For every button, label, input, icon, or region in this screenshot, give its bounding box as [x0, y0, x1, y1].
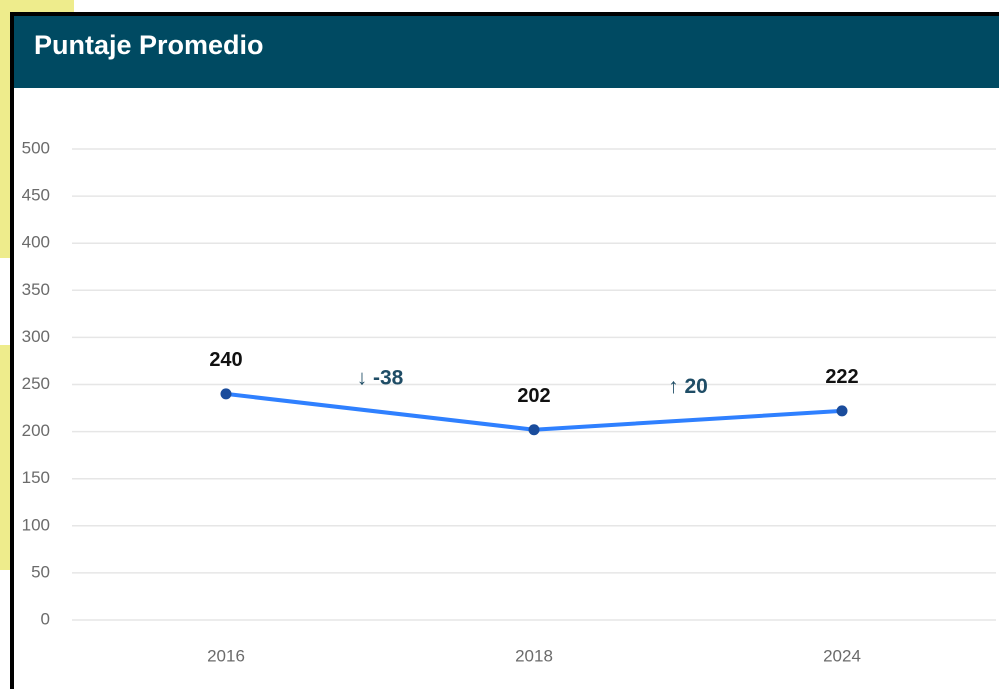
panel-header: [14, 16, 999, 88]
data-point: [220, 388, 232, 400]
y-tick-label: 350: [22, 280, 50, 299]
change-annotation: ↑ 20: [668, 375, 708, 398]
y-tick-label: 400: [22, 233, 50, 252]
x-tick-label: 2024: [823, 646, 861, 665]
y-tick-label: 100: [22, 515, 50, 534]
y-tick-label: 0: [41, 609, 50, 628]
plot-area: 0 50 100 150 200 250 300 350 400 450 500 2016 2018 20…: [22, 138, 996, 665]
change-annotation: ↓ -38: [357, 366, 404, 389]
x-tick-label: 2016: [207, 646, 245, 665]
y-tick-label: 250: [22, 374, 50, 393]
chart-title: Puntaje Promedio: [34, 30, 264, 60]
y-tick-label: 450: [22, 186, 50, 205]
data-point: [528, 424, 540, 436]
data-label: 240: [209, 349, 242, 371]
y-tick-label: 150: [22, 468, 50, 487]
y-tick-label: 50: [31, 562, 50, 581]
x-tick-label: 2018: [515, 646, 553, 665]
panel: [12, 12, 999, 689]
data-point: [836, 405, 848, 417]
data-label: 202: [517, 385, 550, 407]
y-tick-label: 300: [22, 327, 50, 346]
y-tick-label: 500: [22, 138, 50, 157]
data-label: 222: [825, 366, 858, 388]
y-tick-label: 200: [22, 421, 50, 440]
